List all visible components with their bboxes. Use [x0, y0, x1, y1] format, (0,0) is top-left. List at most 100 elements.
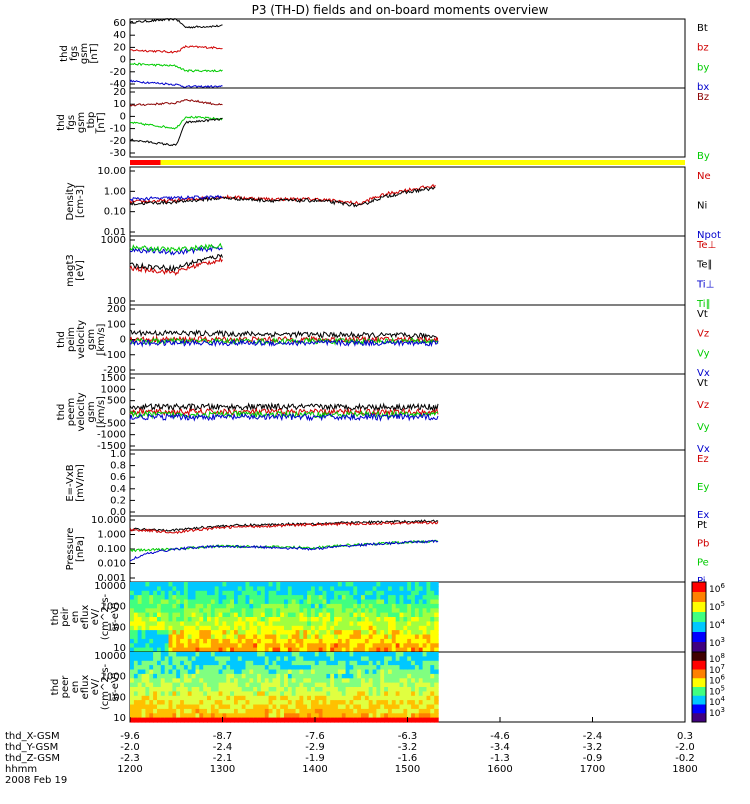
heatmap-cell: [391, 687, 397, 692]
heatmap-cell: [376, 717, 381, 723]
heatmap-cell: [226, 682, 231, 688]
heatmap-cell: [318, 586, 324, 592]
heatmap-cell: [422, 603, 428, 609]
heatmap-cell: [318, 717, 324, 723]
heatmap-cell: [418, 582, 424, 587]
heatmap-cell: [337, 590, 343, 596]
heatmap-cell: [318, 660, 324, 666]
heatmap-cell: [187, 647, 193, 653]
heatmap-cell: [210, 704, 216, 710]
heatmap-cell: [218, 599, 224, 605]
heatmap-cell: [276, 595, 281, 601]
heatmap-cell: [176, 700, 181, 706]
heatmap-cell: [253, 612, 258, 618]
heatmap-cell: [141, 595, 147, 601]
heatmap-cell: [364, 634, 370, 640]
heatmap-cell: [388, 621, 393, 627]
heatmap-cell: [311, 603, 316, 609]
heatmap-cell: [164, 678, 170, 684]
heatmap-cell: [214, 599, 220, 605]
heatmap-cell: [399, 647, 404, 653]
heatmap-cell: [234, 673, 239, 679]
heatmap-cell: [303, 665, 308, 671]
y-tick-label: 1500: [101, 373, 126, 384]
heatmap-cell: [153, 638, 158, 644]
heatmap-cell: [164, 590, 170, 596]
heatmap-cell: [176, 656, 181, 662]
series-line-peem_velocity-0: [129, 401, 439, 412]
heatmap-cell: [276, 682, 281, 688]
heatmap-cell: [434, 638, 439, 644]
heatmap-cell: [418, 660, 424, 666]
heatmap-cell: [180, 704, 185, 710]
heatmap-cell: [399, 652, 404, 657]
heatmap-cell: [176, 660, 181, 666]
legend-entry: Pe: [697, 557, 709, 568]
heatmap-cell: [322, 603, 327, 609]
heatmap-cell: [280, 595, 285, 601]
heatmap-cell: [391, 612, 397, 618]
heatmap-cell: [364, 673, 370, 679]
heatmap-cell: [311, 617, 316, 622]
heatmap-cell: [280, 691, 285, 697]
heatmap-cell: [149, 673, 154, 679]
heatmap-cell: [210, 713, 216, 719]
orbit-row-value: -4.6: [490, 731, 510, 742]
series-line-temperature-2: [129, 245, 223, 256]
heatmap-cell: [399, 704, 404, 710]
heatmap-cell: [299, 673, 304, 679]
heatmap-cell: [326, 599, 331, 605]
heatmap-cell: [345, 603, 351, 609]
heatmap-cell: [368, 582, 374, 587]
heatmap-cell: [372, 717, 378, 723]
heatmap-cell: [399, 708, 404, 714]
heatmap-cell: [180, 582, 185, 587]
orbit-row-value: -2.1: [213, 753, 233, 764]
heatmap-cell: [272, 599, 277, 605]
heatmap-cell: [176, 652, 181, 657]
heatmap-cell: [157, 673, 162, 679]
heatmap-cell: [218, 586, 224, 592]
heatmap-cell: [345, 687, 351, 692]
heatmap-cell: [345, 608, 351, 614]
heatmap-cell: [253, 669, 258, 675]
heatmap-cell: [199, 665, 204, 671]
heatmap-cell: [299, 695, 304, 701]
heatmap-cell: [245, 691, 250, 697]
orbit-row-value: 1400: [302, 764, 327, 775]
heatmap-cell: [157, 608, 162, 614]
heatmap-cell: [372, 687, 378, 692]
heatmap-cell: [145, 590, 150, 596]
heatmap-cell: [403, 678, 408, 684]
heatmap-cell: [380, 608, 385, 614]
heatmap-cell: [272, 656, 277, 662]
heatmap-cell: [187, 599, 193, 605]
heatmap-cell: [287, 682, 293, 688]
heatmap-cell: [230, 630, 235, 636]
heatmap-cell: [380, 687, 385, 692]
heatmap-cell: [160, 665, 166, 671]
heatmap-cell: [172, 634, 177, 640]
heatmap-cell: [245, 665, 250, 671]
heatmap-cell: [376, 713, 381, 719]
heatmap-cell: [149, 590, 154, 596]
heatmap-cell: [172, 652, 177, 657]
orbit-row-value: 1300: [210, 764, 235, 775]
heatmap-cell: [307, 691, 312, 697]
legend-entry: Te⊥: [696, 240, 716, 251]
heatmap-cell: [314, 669, 320, 675]
heatmap-cell: [230, 625, 235, 631]
heatmap-cell: [176, 612, 181, 618]
legend-entry: bz: [697, 43, 709, 54]
heatmap-cell: [322, 595, 327, 601]
heatmap-cell: [349, 638, 354, 644]
heatmap-cell: [272, 630, 277, 636]
heatmap-cell: [133, 617, 139, 622]
heatmap-cell: [230, 652, 235, 657]
heatmap-cell: [372, 630, 378, 636]
heatmap-cell: [407, 630, 412, 636]
heatmap-cell: [426, 708, 431, 714]
heatmap-cell: [168, 582, 173, 587]
heatmap-cell: [157, 669, 162, 675]
heatmap-cell: [295, 625, 301, 631]
